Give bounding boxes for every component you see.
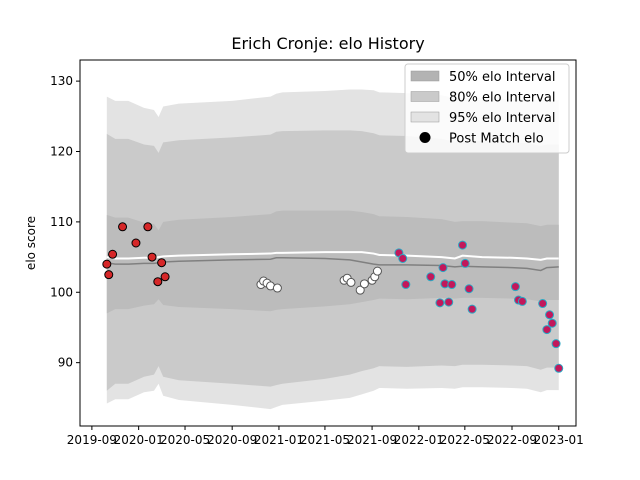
y-tick-label-2: 110 <box>50 215 73 229</box>
legend-box <box>404 63 570 154</box>
x-tick-label-7: 2022-01 <box>394 433 444 447</box>
data-point-s0-2 <box>108 249 118 259</box>
data-point-s2-5 <box>438 263 448 273</box>
y-tick-label-3: 120 <box>50 145 73 159</box>
data-point-s2-17 <box>542 325 552 335</box>
data-point-s2-19 <box>547 318 557 328</box>
y-axis-label: elo score <box>24 216 38 270</box>
data-point-s2-2 <box>401 280 411 290</box>
data-point-s0-8 <box>157 258 167 268</box>
data-point-s2-21 <box>554 363 564 373</box>
data-point-s2-10 <box>460 258 470 268</box>
data-point-s0-6 <box>147 252 157 262</box>
x-tick-label-0: 2019-09 <box>67 433 117 447</box>
y-tick-label-4: 130 <box>50 74 73 88</box>
x-tick-label-9: 2022-09 <box>487 433 537 447</box>
legend-label-0: 50% elo Interval <box>449 70 556 85</box>
data-point-s1-7 <box>346 277 356 287</box>
x-tick-label-1: 2020-01 <box>114 433 164 447</box>
legend-swatch-0 <box>410 70 440 82</box>
legend-marker-3 <box>419 132 431 143</box>
x-tick-label-4: 2021-01 <box>254 433 304 447</box>
data-point-s0-0 <box>102 259 112 269</box>
data-point-s2-15 <box>517 296 527 306</box>
x-tick-label-3: 2020-09 <box>207 433 257 447</box>
x-tick-label-6: 2021-09 <box>347 433 397 447</box>
chart-title: Erich Cronje: elo History <box>231 34 424 53</box>
median-line <box>106 257 559 272</box>
data-point-s2-4 <box>435 298 445 308</box>
x-tick-label-10: 2023-01 <box>534 433 584 447</box>
data-point-s2-9 <box>458 240 468 250</box>
data-point-s2-3 <box>426 272 436 282</box>
legend-label-1: 80% elo Interval <box>449 91 556 106</box>
data-point-s0-1 <box>104 270 114 280</box>
x-tick-label-8: 2022-05 <box>440 433 490 447</box>
axes: 90 100 110 120 130 2019-092020-012020-052020-… <box>50 59 584 447</box>
interval-bands <box>106 89 559 410</box>
legend-swatch-2 <box>410 111 440 123</box>
data-point-s2-1 <box>398 253 408 263</box>
data-point-s1-9 <box>359 279 369 289</box>
data-point-s2-13 <box>510 282 520 292</box>
data-point-s2-20 <box>551 339 561 349</box>
y-tick-label-1: 100 <box>50 285 73 299</box>
data-point-s0-7 <box>153 277 163 287</box>
data-point-s2-18 <box>545 310 555 320</box>
match-points <box>102 222 564 373</box>
data-point-s0-3 <box>118 222 128 232</box>
data-point-s2-8 <box>447 280 457 290</box>
y-tick-label-0: 90 <box>58 356 73 370</box>
data-point-s2-12 <box>467 304 477 314</box>
data-point-s2-11 <box>464 284 474 294</box>
legend-swatch-1 <box>410 91 440 102</box>
legend: 50% elo Interval 80% elo Interval 95% elo … <box>404 63 570 154</box>
data-point-s1-8 <box>355 285 365 295</box>
data-point-s0-5 <box>143 222 153 232</box>
data-point-s1-12 <box>372 266 382 276</box>
data-point-s2-7 <box>444 297 454 307</box>
plot-frame <box>79 59 577 427</box>
data-point-s2-16 <box>538 299 548 309</box>
x-tick-label-2: 2020-05 <box>160 433 210 447</box>
data-point-s1-4 <box>272 283 282 293</box>
data-point-s0-9 <box>160 272 170 282</box>
data-point-s0-4 <box>131 238 141 248</box>
legend-label-3: Post Match elo <box>449 132 544 147</box>
legend-label-2: 95% elo Interval <box>449 111 556 126</box>
x-tick-label-5: 2021-05 <box>300 433 350 447</box>
